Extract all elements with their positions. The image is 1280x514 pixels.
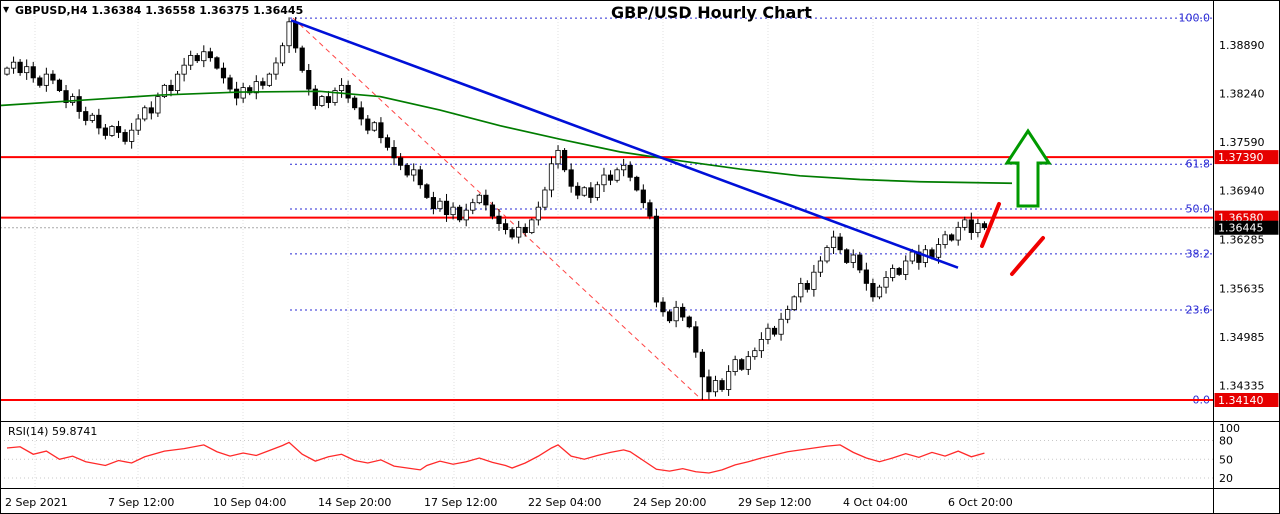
svg-text:29 Sep 12:00: 29 Sep 12:00: [738, 496, 811, 509]
time-axis[interactable]: 2 Sep 2021 7 Sep 12:00 10 Sep 04:00 14 Sep …: [5, 496, 1013, 509]
current-price-badge: 1.36445: [1214, 220, 1279, 235]
svg-text:80: 80: [1219, 435, 1233, 448]
candles-layer: [4, 17, 988, 400]
svg-text:10 Sep 04:00: 10 Sep 04:00: [213, 496, 286, 509]
fib-base-line[interactable]: [292, 17, 703, 401]
symbol-ohlc-info: GBPUSD,H4 1.36384 1.36558 1.36375 1.3644…: [15, 4, 304, 17]
svg-text:38.2: 38.2: [1186, 247, 1211, 260]
svg-text:1.34335: 1.34335: [1219, 379, 1265, 392]
rsi-pane: [0, 440, 1213, 479]
svg-text:6 Oct 20:00: 6 Oct 20:00: [948, 496, 1013, 509]
red-annotation-marks[interactable]: [980, 202, 1045, 276]
svg-text:4 Oct 04:00: 4 Oct 04:00: [843, 496, 908, 509]
svg-text:22 Sep 04:00: 22 Sep 04:00: [528, 496, 601, 509]
fibonacci-retracement[interactable]: 100.061.850.038.223.60.0: [290, 12, 1213, 407]
svg-text:2 Sep 2021: 2 Sep 2021: [5, 496, 68, 509]
downtrend-line[interactable]: [290, 19, 959, 269]
price-badge: 1.34140: [1214, 393, 1279, 407]
svg-text:1.34140: 1.34140: [1218, 394, 1264, 407]
svg-text:7 Sep 12:00: 7 Sep 12:00: [108, 496, 174, 509]
green-up-arrow[interactable]: [1004, 128, 1052, 208]
svg-text:50: 50: [1219, 453, 1233, 466]
svg-text:1.37390: 1.37390: [1218, 151, 1264, 164]
svg-text:17 Sep 12:00: 17 Sep 12:00: [424, 496, 497, 509]
svg-text:1.36940: 1.36940: [1219, 185, 1265, 198]
svg-text:1.38890: 1.38890: [1219, 39, 1265, 52]
moving-average-line: [0, 90, 1013, 185]
svg-text:23.6: 23.6: [1186, 303, 1211, 316]
svg-text:100.0: 100.0: [1179, 12, 1211, 25]
svg-text:1.37590: 1.37590: [1219, 136, 1265, 149]
svg-text:1.36285: 1.36285: [1219, 234, 1265, 247]
svg-text:1.36445: 1.36445: [1218, 222, 1264, 235]
svg-text:1.34985: 1.34985: [1219, 331, 1265, 344]
svg-text:1.35635: 1.35635: [1219, 282, 1265, 295]
svg-text:20: 20: [1219, 472, 1233, 485]
rsi-line: [6, 441, 985, 474]
price-axis[interactable]: 1.38890 1.38240 1.37590 1.36940 1.36285 1.356…: [1213, 0, 1280, 514]
svg-text:61.8: 61.8: [1186, 158, 1211, 171]
svg-text:50.0: 50.0: [1186, 203, 1211, 216]
svg-text:100: 100: [1219, 422, 1240, 435]
svg-text:14 Sep 20:00: 14 Sep 20:00: [318, 496, 391, 509]
svg-text:1.38240: 1.38240: [1219, 88, 1265, 101]
rsi-indicator-label: RSI(14) 59.8741: [8, 425, 98, 438]
chart-title: GBP/USD Hourly Chart: [611, 3, 812, 22]
svg-text:24 Sep 20:00: 24 Sep 20:00: [633, 496, 706, 509]
one-click-trading-arrow[interactable]: ▼: [3, 5, 10, 14]
price-badge: 1.37390: [1214, 150, 1279, 165]
